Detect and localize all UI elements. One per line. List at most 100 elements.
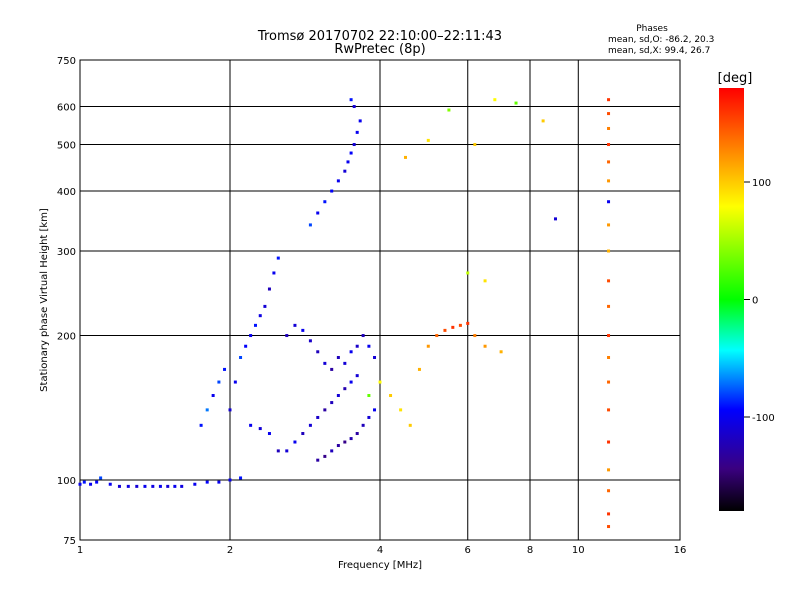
data-point [378, 380, 382, 384]
y-tick-label: 300 [57, 247, 76, 258]
data-point [272, 271, 276, 275]
data-point [239, 476, 243, 480]
data-point [352, 105, 356, 109]
data-point [126, 484, 130, 488]
data-point [143, 484, 147, 488]
data-point [233, 380, 237, 384]
colorbar-ticks: 100 0 -100 [744, 178, 775, 424]
data-point [336, 179, 340, 183]
data-point [607, 126, 611, 130]
phase-info-x: mean, sd,X: 99.4, 26.7 [608, 46, 710, 56]
data-point [330, 367, 334, 371]
colorbar-label: [deg] [718, 71, 753, 86]
data-point [249, 334, 253, 338]
data-point [343, 361, 347, 365]
data-point [135, 484, 139, 488]
data-point [403, 155, 407, 159]
data-point [199, 423, 203, 427]
data-point [158, 484, 162, 488]
data-point [473, 334, 477, 338]
y-tick-label: 600 [57, 103, 76, 114]
data-point [244, 344, 248, 348]
y-tick-label: 100 [57, 476, 76, 487]
data-point [607, 200, 611, 204]
data-point [355, 432, 359, 436]
data-point [499, 350, 503, 354]
data-point [276, 449, 280, 453]
data-point [607, 143, 611, 147]
data-point [493, 98, 497, 102]
data-point [108, 482, 112, 486]
data-point [426, 344, 430, 348]
data-point [607, 179, 611, 183]
data-point [607, 334, 611, 338]
data-point [82, 480, 86, 484]
data-point [607, 380, 611, 384]
data-point [349, 151, 353, 155]
data-point [316, 211, 320, 215]
data-point [343, 387, 347, 391]
data-point [399, 408, 403, 412]
data-point [346, 160, 350, 164]
data-point [417, 367, 421, 371]
data-point [607, 440, 611, 444]
data-point [607, 98, 611, 102]
chart-subtitle: RwPretec (8p) [334, 42, 425, 57]
data-point [373, 355, 377, 359]
data-point [316, 350, 320, 354]
data-point [458, 323, 462, 327]
data-point [466, 321, 470, 325]
data-point [607, 249, 611, 253]
data-point [293, 440, 297, 444]
data-point [343, 440, 347, 444]
x-tick-label: 6 [465, 545, 471, 556]
data-point [336, 355, 340, 359]
data-point [267, 432, 271, 436]
data-point [426, 138, 430, 142]
x-tick-label: 2 [227, 545, 233, 556]
data-point [336, 444, 340, 448]
data-point [323, 200, 327, 204]
data-point [607, 512, 611, 516]
data-point [239, 355, 243, 359]
data-point [316, 415, 320, 419]
data-point [514, 101, 518, 105]
data-point [308, 339, 312, 343]
colorbar-tick-label: -100 [752, 413, 775, 424]
data-point [607, 468, 611, 472]
phase-info-o: mean, sd,O: -86.2, 20.3 [608, 35, 714, 45]
data-point [607, 525, 611, 529]
data-point [361, 423, 365, 427]
x-tick-label: 16 [674, 545, 687, 556]
y-tick-label: 750 [57, 56, 76, 67]
data-point [358, 119, 362, 123]
data-point [349, 380, 353, 384]
x-tick-label: 1 [77, 545, 83, 556]
data-point [267, 287, 271, 291]
data-point [607, 160, 611, 164]
data-point [293, 323, 297, 327]
data-point [117, 484, 121, 488]
data-point [336, 394, 340, 398]
data-point [367, 394, 371, 398]
data-point [205, 480, 209, 484]
data-point [367, 344, 371, 348]
data-point [217, 480, 221, 484]
colorbar-tick-label: 0 [752, 296, 758, 307]
data-point [253, 323, 257, 327]
y-tick-label: 400 [57, 187, 76, 198]
data-point [228, 478, 232, 482]
data-point [323, 408, 327, 412]
data-point [466, 271, 470, 275]
data-point [435, 334, 439, 338]
y-axis-ticks: 75 100 200 300 400 500 600 750 [57, 56, 76, 547]
data-point [89, 482, 93, 486]
data-point [78, 482, 82, 486]
x-axis-ticks: 1 2 4 6 8 10 16 [77, 545, 687, 556]
grid-lines [80, 60, 680, 540]
data-point [276, 256, 280, 260]
data-point [553, 217, 557, 221]
phase-info-header: Phases [636, 24, 668, 34]
data-point [367, 415, 371, 419]
